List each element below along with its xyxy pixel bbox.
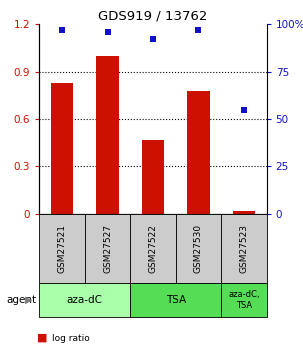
- Text: TSA: TSA: [166, 295, 186, 305]
- Bar: [85, 214, 130, 283]
- Bar: [51, 83, 73, 214]
- Text: GSM27527: GSM27527: [103, 224, 112, 273]
- Bar: [142, 140, 164, 214]
- Text: agent: agent: [6, 295, 36, 305]
- Bar: [176, 214, 221, 283]
- Text: GSM27522: GSM27522: [148, 224, 158, 273]
- Bar: [221, 214, 267, 283]
- Text: GSM27523: GSM27523: [239, 224, 248, 273]
- Text: ▶: ▶: [25, 295, 32, 305]
- Title: GDS919 / 13762: GDS919 / 13762: [98, 10, 208, 23]
- Text: GSM27521: GSM27521: [58, 224, 67, 273]
- Bar: [96, 56, 119, 214]
- Bar: [187, 90, 210, 214]
- Bar: [39, 283, 130, 317]
- Bar: [130, 283, 221, 317]
- Bar: [39, 214, 85, 283]
- Text: log ratio: log ratio: [52, 334, 89, 343]
- Bar: [221, 283, 267, 317]
- Text: aza-dC: aza-dC: [67, 295, 103, 305]
- Text: ■: ■: [37, 333, 48, 343]
- Text: GSM27530: GSM27530: [194, 224, 203, 273]
- Bar: [130, 214, 176, 283]
- Bar: [233, 211, 255, 214]
- Text: aza-dC,
TSA: aza-dC, TSA: [228, 290, 260, 310]
